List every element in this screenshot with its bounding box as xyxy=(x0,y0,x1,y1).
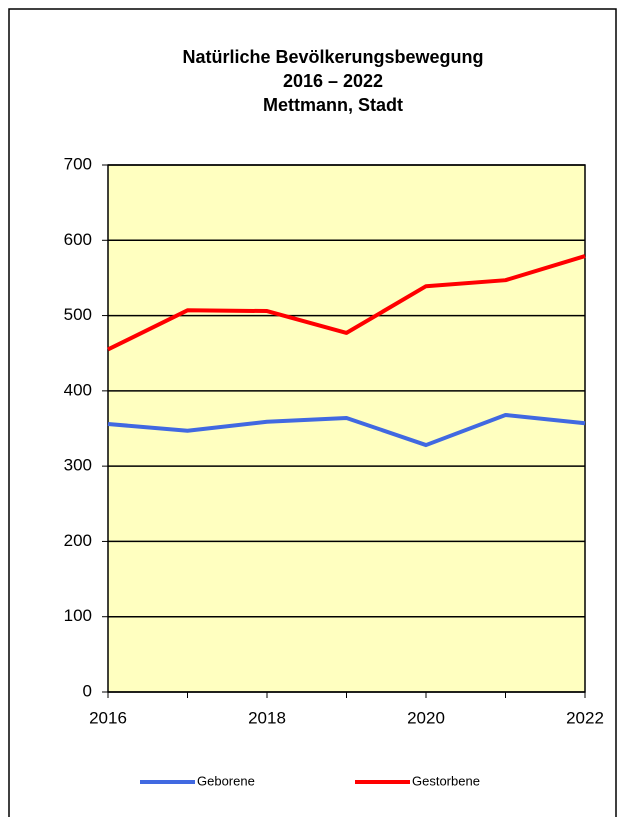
chart-title: 2016 – 2022 xyxy=(283,71,383,91)
legend-label: Geborene xyxy=(197,773,255,788)
y-tick-label: 300 xyxy=(64,456,92,475)
chart-title: Natürliche Bevölkerungsbewegung xyxy=(182,47,483,67)
chart-title: Mettmann, Stadt xyxy=(263,95,403,115)
frame xyxy=(8,8,617,817)
x-tick-label: 2016 xyxy=(89,708,127,727)
y-tick-label: 100 xyxy=(64,606,92,625)
legend-label: Gestorbene xyxy=(412,773,480,788)
series-line xyxy=(107,254,586,352)
y-tick-label: 0 xyxy=(83,681,92,700)
y-tick-label: 400 xyxy=(64,380,92,399)
x-tick-label: 2018 xyxy=(248,708,286,727)
y-tick-label: 600 xyxy=(64,230,92,249)
y-tick-label: 200 xyxy=(64,531,92,550)
y-tick-label: 500 xyxy=(64,305,92,324)
x-tick-label: 2022 xyxy=(566,708,604,727)
x-tick-label: 2020 xyxy=(407,708,445,727)
series-line xyxy=(107,412,586,448)
y-tick-label: 700 xyxy=(64,154,92,173)
